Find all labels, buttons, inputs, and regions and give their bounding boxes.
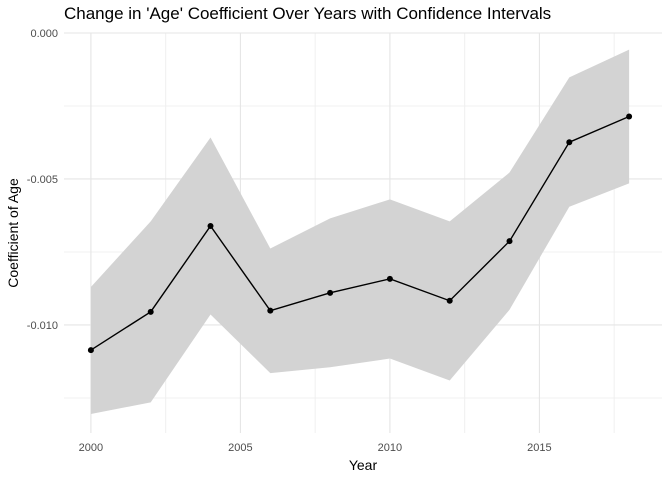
data-point [446,297,453,304]
y-tick-label: 0.000 [30,28,58,40]
data-point [626,113,633,120]
data-point [327,289,334,296]
y-tick-label: -0.005 [27,174,58,186]
x-tick-label: 2005 [228,442,252,454]
data-point [147,308,154,315]
x-tick-label: 2000 [79,442,103,454]
x-axis-title: Year [349,457,378,473]
data-point [87,347,94,354]
x-tick-label: 2010 [378,442,402,454]
series-line [90,115,630,351]
data-point [386,275,393,282]
y-axis-title: Coefficient of Age [5,178,21,288]
x-tick-label: 2015 [527,442,551,454]
data-point [267,307,274,314]
data-point [506,238,513,245]
data-point [566,139,573,146]
confidence-band [90,49,630,415]
data-point [207,222,214,229]
chart-title: Change in 'Age' Coefficient Over Years w… [64,4,552,23]
y-tick-label: -0.010 [27,320,58,332]
